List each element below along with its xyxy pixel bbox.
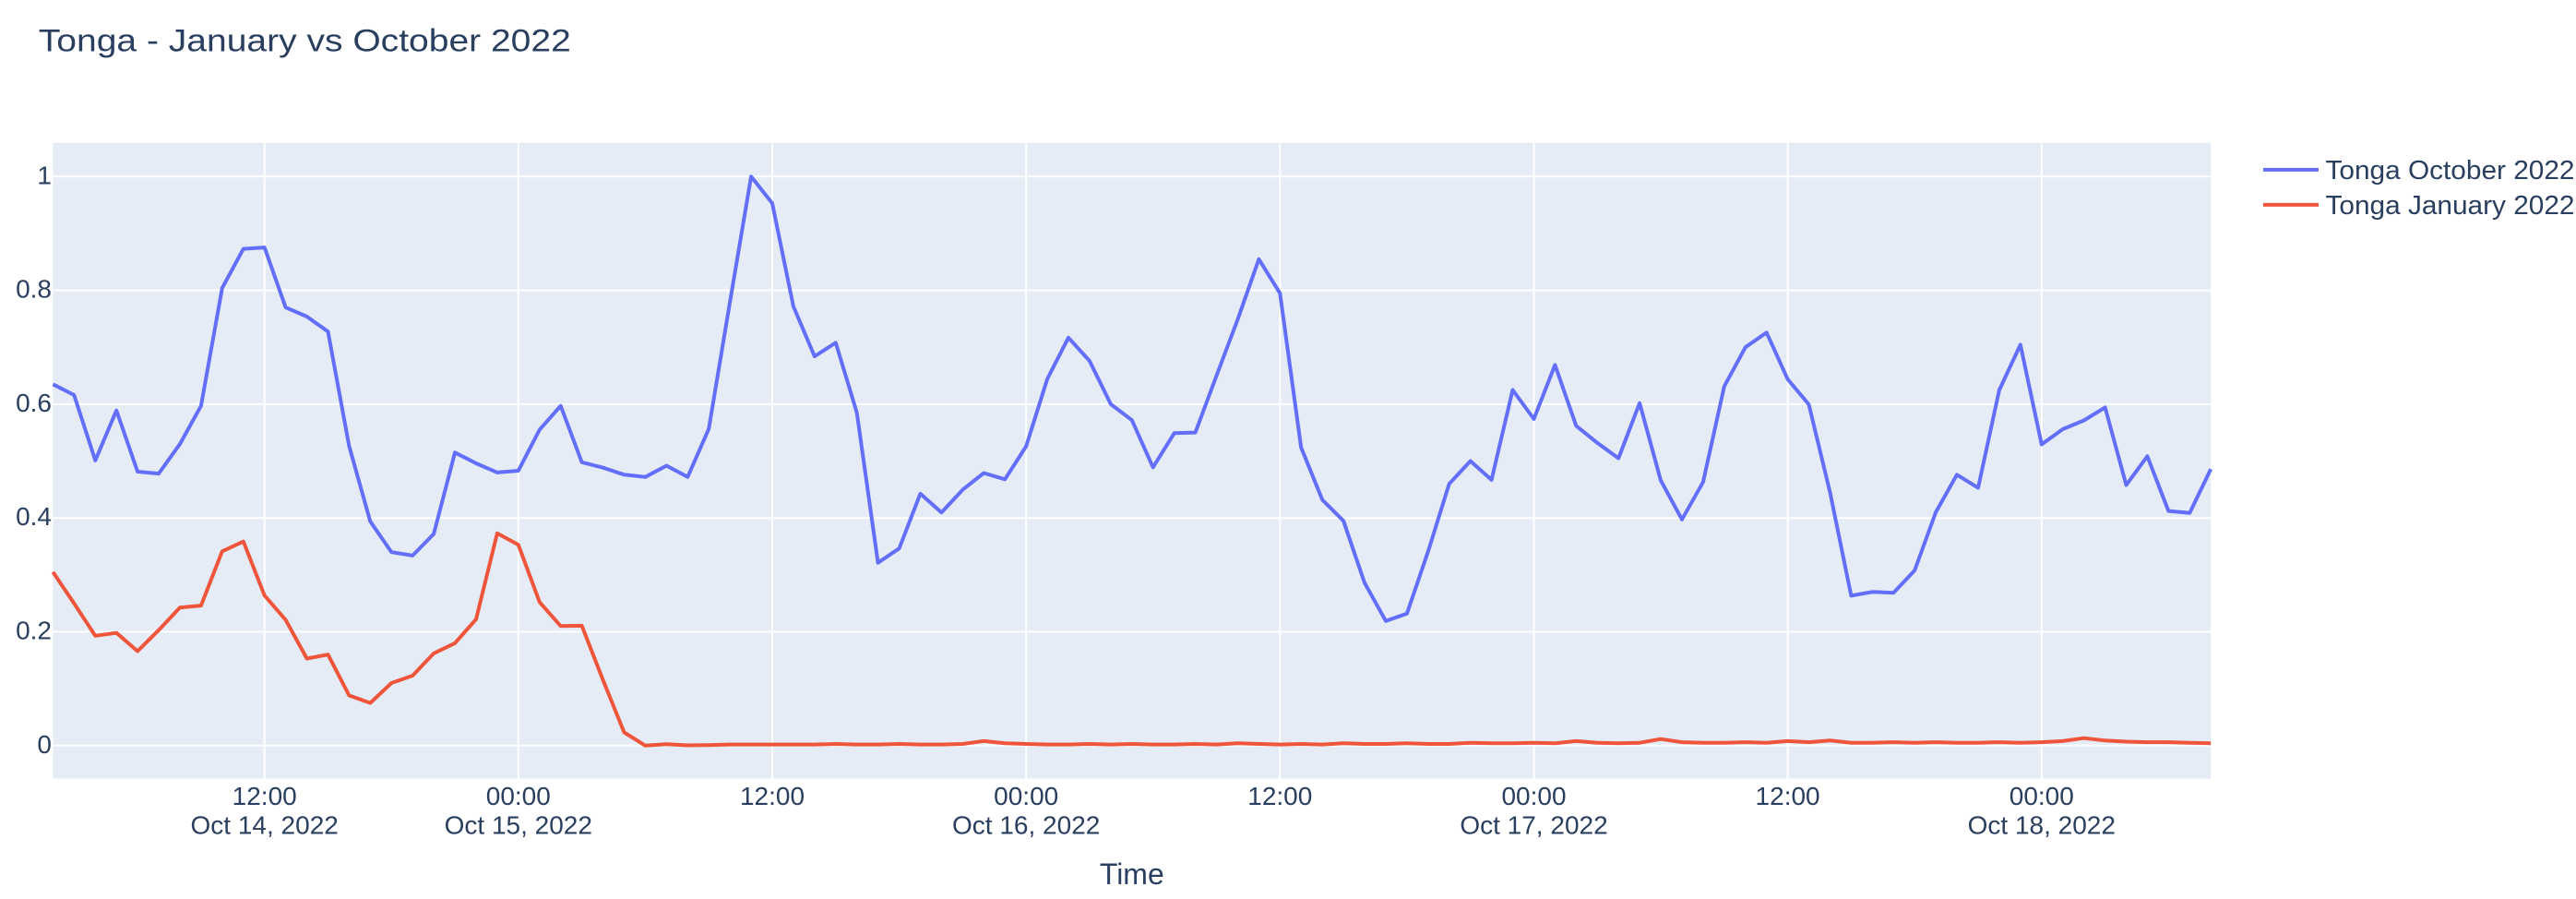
svg-text:Tonga - January vs October 202: Tonga - January vs October 2022 xyxy=(39,23,571,58)
svg-text:12:00: 12:00 xyxy=(740,782,805,810)
svg-text:0.2: 0.2 xyxy=(16,617,52,645)
svg-text:Time: Time xyxy=(1100,857,1164,891)
svg-text:00:00: 00:00 xyxy=(994,782,1058,810)
svg-text:Oct 17, 2022: Oct 17, 2022 xyxy=(1460,811,1607,840)
svg-text:12:00: 12:00 xyxy=(1247,782,1312,810)
svg-text:00:00: 00:00 xyxy=(2010,782,2074,810)
svg-text:Oct 16, 2022: Oct 16, 2022 xyxy=(952,811,1100,840)
svg-text:Tonga January 2022: Tonga January 2022 xyxy=(2326,190,2575,221)
svg-text:Oct 18, 2022: Oct 18, 2022 xyxy=(1968,811,2116,840)
svg-text:Oct 15, 2022: Oct 15, 2022 xyxy=(445,811,592,840)
svg-text:0.4: 0.4 xyxy=(16,502,52,531)
svg-text:0.8: 0.8 xyxy=(16,275,52,304)
svg-text:0.6: 0.6 xyxy=(16,389,52,417)
svg-text:12:00: 12:00 xyxy=(233,782,297,810)
svg-text:00:00: 00:00 xyxy=(1501,782,1566,810)
svg-text:Oct 14, 2022: Oct 14, 2022 xyxy=(191,811,339,840)
svg-text:00:00: 00:00 xyxy=(486,782,551,810)
svg-text:12:00: 12:00 xyxy=(1756,782,1820,810)
svg-text:1: 1 xyxy=(37,161,52,189)
svg-text:0: 0 xyxy=(37,730,52,759)
svg-text:Tonga October 2022: Tonga October 2022 xyxy=(2326,155,2575,186)
